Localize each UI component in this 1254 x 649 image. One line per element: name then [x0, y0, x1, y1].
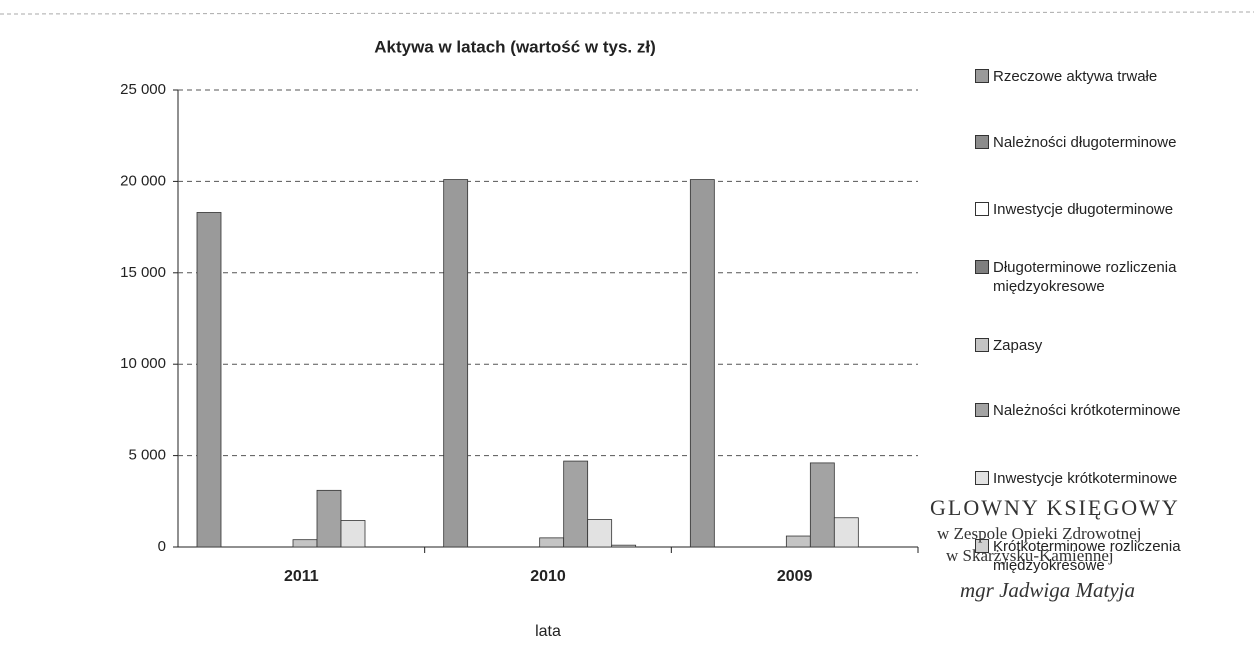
- stamp-text: GLOWNY KSIĘGOWY: [930, 495, 1180, 520]
- y-tick-label: 0: [158, 538, 166, 555]
- chart-title: Aktywa w latach (wartość w tys. zł): [374, 37, 656, 56]
- legend-label: Należności długoterminowe: [993, 134, 1177, 151]
- stamp-text: mgr Jadwiga Matyja: [960, 578, 1135, 602]
- bar: [196, 212, 222, 548]
- legend-item: Inwestycje krótkoterminowe: [975, 469, 1250, 488]
- x-tick-label: 2011: [284, 568, 319, 585]
- legend-swatch: [975, 539, 989, 553]
- legend-item: Należności długoterminowe: [975, 133, 1250, 152]
- stamp-text: w Skarżysku-Kamiennej: [946, 546, 1114, 565]
- legend-swatch: [975, 202, 989, 216]
- bar: [689, 179, 715, 548]
- bar: [443, 179, 469, 548]
- legend-item: Rzeczowe aktywa trwałe: [975, 67, 1250, 86]
- bar: [539, 537, 565, 548]
- bar: [833, 517, 859, 548]
- y-tick-label: 5 000: [128, 447, 166, 464]
- legend-label: Rzeczowe aktywa trwałe: [993, 68, 1158, 85]
- bar: [316, 489, 342, 548]
- stamp-text: w Zespole Opieki Zdrowotnej: [937, 524, 1142, 543]
- x-axis-label: lata: [535, 623, 561, 640]
- bar: [809, 462, 835, 548]
- legend-label: Zapasy: [993, 337, 1043, 354]
- legend-swatch: [975, 338, 989, 352]
- legend-swatch: [975, 260, 989, 274]
- legend-swatch: [975, 403, 989, 417]
- y-tick-label: 10 000: [120, 355, 166, 372]
- legend-swatch: [975, 471, 989, 485]
- bar: [611, 544, 637, 548]
- bar: [587, 519, 613, 548]
- x-tick-label: 2009: [777, 568, 813, 585]
- bar: [563, 460, 589, 548]
- legend-item: Należności krótkoterminowe: [975, 401, 1250, 420]
- scan-edge: [0, 11, 1254, 15]
- legend-item: Długoterminowe rozliczenia międzyokresow…: [975, 258, 1250, 296]
- y-tick-label: 20 000: [120, 172, 166, 189]
- legend-label: Krótkoterminowe rozliczenia międzyokreso…: [993, 538, 1181, 574]
- legend-item: Krótkoterminowe rozliczenia międzyokreso…: [975, 537, 1250, 575]
- y-tick-label: 15 000: [120, 264, 166, 281]
- legend-swatch: [975, 69, 989, 83]
- legend-swatch: [975, 135, 989, 149]
- bar: [292, 539, 318, 548]
- x-tick-label: 2010: [530, 568, 566, 585]
- legend-item: Inwestycje długoterminowe: [975, 200, 1250, 219]
- legend-label: Długoterminowe rozliczenia międzyokresow…: [993, 259, 1177, 295]
- legend-item: Zapasy: [975, 336, 1250, 355]
- bar: [785, 535, 811, 548]
- y-tick-label: 25 000: [120, 81, 166, 98]
- legend-label: Należności krótkoterminowe: [993, 402, 1181, 419]
- legend-label: Inwestycje długoterminowe: [993, 201, 1174, 218]
- legend-label: Inwestycje krótkoterminowe: [993, 470, 1178, 487]
- bar: [340, 520, 366, 548]
